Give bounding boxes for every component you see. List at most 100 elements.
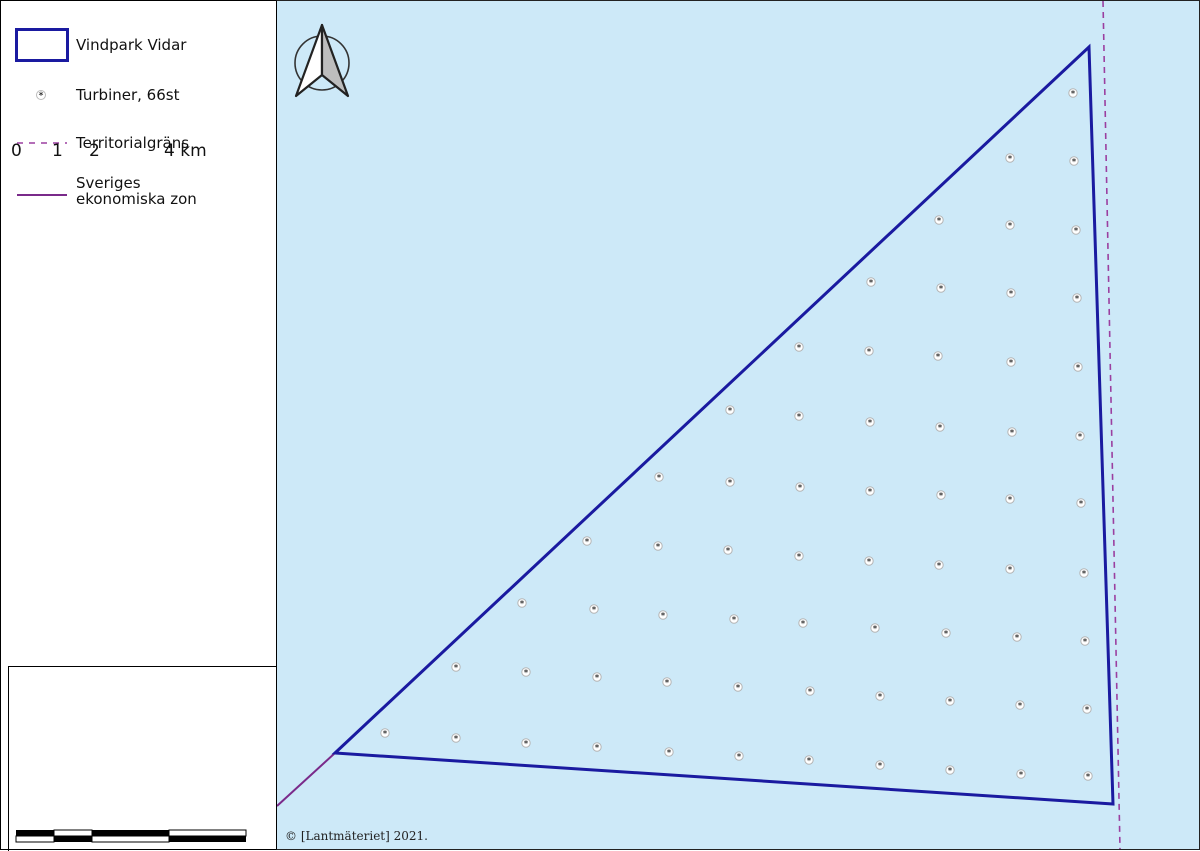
turbine-marker[interactable]: *	[945, 696, 955, 708]
turbine-marker[interactable]: *	[658, 610, 668, 622]
turbine-marker[interactable]: *	[805, 686, 815, 698]
eez-line-icon	[17, 194, 67, 196]
svg-text:*: *	[454, 664, 459, 674]
turbine-marker[interactable]: *	[936, 490, 946, 502]
turbine-marker[interactable]: *	[1080, 636, 1090, 648]
svg-text:*: *	[868, 419, 873, 429]
turbine-marker[interactable]: *	[1075, 431, 1085, 443]
turbine-marker[interactable]: *	[866, 277, 876, 289]
turbine-marker[interactable]: *	[725, 405, 735, 417]
turbine-marker[interactable]: *	[1005, 220, 1015, 232]
map-canvas[interactable]: * * * * * * * * * * * * * * * * * * * * * * * * * * * * * * * * * * * * * * * *…	[276, 0, 1200, 850]
turbine-marker[interactable]: *	[794, 342, 804, 354]
turbine-marker[interactable]: *	[1079, 568, 1089, 580]
turbine-marker[interactable]: *	[1073, 362, 1083, 374]
svg-text:*: *	[667, 749, 672, 759]
svg-text:*: *	[592, 606, 597, 616]
svg-text:*: *	[878, 762, 883, 772]
svg-text:*: *	[937, 562, 942, 572]
svg-text:*: *	[1008, 222, 1013, 232]
turbine-marker[interactable]: *	[1012, 632, 1022, 644]
turbine-marker[interactable]: *	[733, 682, 743, 694]
turbine-marker[interactable]: *	[729, 614, 739, 626]
wind-park-vidar-area[interactable]	[331, 43, 1115, 806]
turbine-marker[interactable]: *	[592, 672, 602, 684]
turbine-marker[interactable]: *	[1005, 494, 1015, 506]
turbine-marker[interactable]: *	[1076, 498, 1086, 510]
turbine-marker[interactable]: *	[723, 545, 733, 557]
turbine-marker[interactable]: *	[804, 755, 814, 767]
svg-text:*: *	[948, 767, 953, 777]
turbine-marker[interactable]: *	[1082, 704, 1092, 716]
turbine-marker[interactable]: *	[875, 691, 885, 703]
turbine-marker[interactable]: *	[1072, 293, 1082, 305]
turbine-marker[interactable]: *	[1007, 427, 1017, 439]
turbine-marker[interactable]: *	[794, 411, 804, 423]
turbine-marker[interactable]: *	[1071, 225, 1081, 237]
turbine-marker[interactable]: *	[589, 604, 599, 616]
svg-text:*: *	[868, 488, 873, 498]
turbine-marker[interactable]: *	[934, 215, 944, 227]
svg-text:*: *	[867, 558, 872, 568]
svg-text:*: *	[797, 553, 802, 563]
turbine-marker[interactable]: *	[521, 738, 531, 750]
turbine-marker[interactable]: *	[875, 760, 885, 772]
svg-text:*: *	[1075, 295, 1080, 305]
turbine-marker[interactable]: *	[864, 346, 874, 358]
svg-text:*: *	[939, 285, 944, 295]
svg-text:*: *	[1071, 90, 1076, 100]
turbine-marker[interactable]: *	[798, 618, 808, 630]
svg-text:*: *	[939, 492, 944, 502]
turbine-marker[interactable]: *	[934, 560, 944, 572]
turbine-marker[interactable]: *	[1005, 153, 1015, 165]
svg-text:*: *	[585, 538, 590, 548]
turbine-marker[interactable]: *	[945, 765, 955, 777]
legend-item-territorial: Territorialgräns	[1, 133, 277, 153]
turbine-marker[interactable]: *	[521, 667, 531, 679]
turbine-marker[interactable]: *	[1006, 357, 1016, 369]
turbine-marker[interactable]: *	[1069, 156, 1079, 168]
scale-panel	[8, 666, 277, 851]
svg-text:*: *	[1086, 773, 1091, 783]
turbine-marker[interactable]: *	[1005, 564, 1015, 576]
turbine-marker[interactable]: *	[734, 751, 744, 763]
territorial-line-icon	[17, 142, 67, 144]
turbine-marker[interactable]: *	[1016, 769, 1026, 781]
legend-item-park: Vindpark Vidar	[1, 28, 277, 62]
turbine-marker[interactable]: *	[864, 556, 874, 568]
turbine-marker[interactable]: *	[654, 472, 664, 484]
turbine-marker[interactable]: *	[1006, 288, 1016, 300]
turbine-marker[interactable]: *	[865, 417, 875, 429]
turbine-marker[interactable]: *	[517, 598, 527, 610]
turbine-marker[interactable]: *	[451, 733, 461, 745]
turbine-marker[interactable]: *	[653, 541, 663, 553]
turbine-marker[interactable]: *	[662, 677, 672, 689]
turbine-marker[interactable]: *	[1068, 88, 1078, 100]
turbine-marker[interactable]: *	[451, 662, 461, 674]
svg-text:*: *	[878, 693, 883, 703]
turbine-marker[interactable]: *	[582, 536, 592, 548]
turbine-marker[interactable]: *	[941, 628, 951, 640]
turbine-marker[interactable]: *	[865, 486, 875, 498]
park-outline-icon	[15, 28, 69, 62]
turbine-marker[interactable]: *	[935, 422, 945, 434]
turbine-marker[interactable]: *	[380, 728, 390, 740]
turbine-marker[interactable]: *	[1015, 700, 1025, 712]
turbine-marker[interactable]: *	[794, 551, 804, 563]
svg-text:*: *	[520, 600, 525, 610]
turbine-marker[interactable]: *	[1083, 771, 1093, 783]
turbine-marker[interactable]: *	[795, 482, 805, 494]
turbine-marker[interactable]: *	[664, 747, 674, 759]
turbine-marker[interactable]: *	[936, 283, 946, 295]
svg-text:*: *	[1008, 566, 1013, 576]
turbine-marker[interactable]: *	[870, 623, 880, 635]
svg-text:*: *	[1009, 359, 1014, 369]
svg-text:*: *	[737, 753, 742, 763]
svg-text:*: *	[869, 279, 874, 289]
svg-text:*: *	[937, 217, 942, 227]
svg-text:*: *	[1008, 496, 1013, 506]
svg-text:*: *	[867, 348, 872, 358]
turbine-marker[interactable]: *	[592, 742, 602, 754]
turbine-marker[interactable]: *	[725, 477, 735, 489]
turbine-marker[interactable]: *	[933, 351, 943, 363]
